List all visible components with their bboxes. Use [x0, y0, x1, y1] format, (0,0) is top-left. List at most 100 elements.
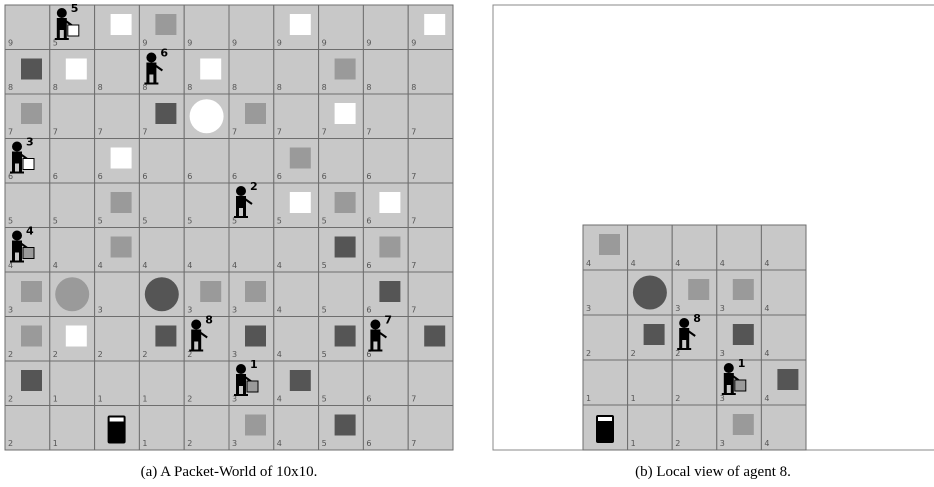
- packet: [21, 59, 42, 80]
- gradient-number: 1: [142, 395, 147, 404]
- agent-head: [12, 142, 22, 152]
- gradient-number: 8: [187, 83, 192, 92]
- gradient-number: 7: [98, 128, 103, 137]
- packet: [66, 59, 87, 80]
- gradient-number: 7: [411, 261, 416, 270]
- agent-id: 2: [250, 180, 258, 193]
- agent-head: [191, 320, 201, 330]
- caption: (a) A Packet-World of 10x10.: [141, 464, 318, 480]
- gradient-number: 3: [586, 304, 591, 313]
- agent-id: 1: [738, 357, 746, 370]
- gradient-number: 9: [142, 39, 147, 48]
- gradient-number: 4: [277, 261, 282, 270]
- gradient-number: 3: [232, 306, 237, 315]
- gradient-number: 4: [764, 349, 769, 358]
- gradient-number: 3: [720, 439, 725, 448]
- gradient-number: 7: [411, 306, 416, 315]
- gradient-number: 7: [142, 128, 147, 137]
- gradient-number: 6: [187, 172, 192, 181]
- agent-feet: [234, 394, 248, 396]
- packet: [111, 148, 132, 169]
- gradient-number: 2: [631, 349, 636, 358]
- packet: [155, 103, 176, 124]
- agent-body: [191, 330, 201, 342]
- packet: [335, 103, 356, 124]
- gradient-number: 4: [764, 439, 769, 448]
- agent-feet: [677, 348, 691, 350]
- packet: [688, 279, 709, 300]
- packet: [290, 370, 311, 391]
- gradient-number: 8: [8, 83, 13, 92]
- gradient-number: 6: [366, 395, 371, 404]
- packet: [245, 103, 266, 124]
- gradient-number: 4: [675, 259, 680, 268]
- agent-head: [12, 231, 22, 241]
- gradient-number: 5: [322, 395, 327, 404]
- agent-leg: [686, 340, 689, 349]
- gradient-number: 7: [322, 128, 327, 137]
- gradient-number: 6: [98, 172, 103, 181]
- gradient-number: 8: [277, 83, 282, 92]
- gradient-number: 2: [98, 350, 103, 359]
- agent-id: 6: [160, 47, 168, 60]
- agent-head: [236, 186, 246, 196]
- gradient-number: 4: [764, 394, 769, 403]
- gradient-number: 9: [411, 39, 416, 48]
- agent-body: [57, 18, 67, 30]
- gradient-number: 3: [675, 304, 680, 313]
- agent-leg: [19, 164, 22, 173]
- packet: [245, 415, 266, 436]
- gradient-number: 1: [631, 439, 636, 448]
- gradient-number: 7: [232, 128, 237, 137]
- packet: [424, 14, 445, 35]
- gradient-number: 8: [232, 83, 237, 92]
- packet: [335, 237, 356, 258]
- gradient-number: 9: [277, 39, 282, 48]
- gradient-number: 4: [53, 261, 58, 270]
- caption: (b) Local view of agent 8.: [635, 464, 791, 480]
- gradient-number: 1: [142, 439, 147, 448]
- gradient-number: 5: [98, 217, 103, 226]
- gradient-number: 6: [366, 172, 371, 181]
- packet: [424, 326, 445, 347]
- gradient-number: 2: [142, 350, 147, 359]
- agent-feet: [10, 261, 24, 263]
- packet: [155, 14, 176, 35]
- gradient-number: 2: [187, 395, 192, 404]
- agent-feet: [55, 38, 69, 40]
- gradient-number: 4: [98, 261, 103, 270]
- packet: [111, 14, 132, 35]
- agent-head: [236, 364, 246, 374]
- gradient-number: 2: [8, 350, 13, 359]
- agent-leg: [724, 385, 727, 394]
- gradient-number: 3: [8, 306, 13, 315]
- gradient-number: 2: [675, 394, 680, 403]
- agent-feet: [368, 350, 382, 352]
- gradient-number: 4: [142, 261, 147, 270]
- destination: [145, 277, 179, 311]
- gradient-number: 3: [720, 349, 725, 358]
- packet: [379, 237, 400, 258]
- agent-head: [724, 363, 734, 373]
- gradient-number: 5: [277, 217, 282, 226]
- packet: [200, 59, 221, 80]
- agent-id: 4: [26, 225, 34, 238]
- carried-packet: [247, 381, 258, 392]
- gradient-number: 5: [322, 306, 327, 315]
- gradient-number: 4: [586, 259, 591, 268]
- agent-leg: [57, 30, 60, 39]
- agent-body: [679, 328, 689, 340]
- gradient-number: 2: [8, 395, 13, 404]
- carried-packet: [23, 248, 34, 259]
- packet: [66, 326, 87, 347]
- packet: [335, 415, 356, 436]
- agent-body: [146, 63, 156, 75]
- gradient-number: 4: [277, 395, 282, 404]
- destination: [190, 99, 224, 133]
- gradient-number: 9: [8, 39, 13, 48]
- gradient-number: 8: [411, 83, 416, 92]
- agent-feet: [10, 172, 24, 174]
- agent-id: 8: [693, 312, 701, 325]
- gradient-number: 7: [411, 217, 416, 226]
- gradient-number: 4: [631, 259, 636, 268]
